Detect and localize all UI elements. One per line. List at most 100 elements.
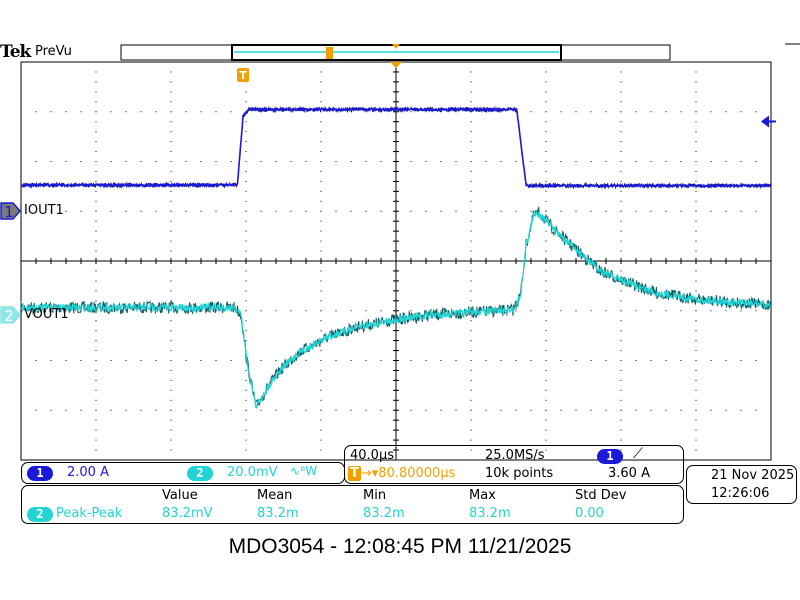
grid-dot bbox=[620, 111, 622, 113]
grid-dot bbox=[470, 320, 472, 322]
grid-dot bbox=[275, 310, 277, 312]
grid-dot bbox=[470, 270, 472, 272]
grid-dot bbox=[515, 111, 517, 113]
grid-dot bbox=[245, 270, 247, 272]
grid-dot bbox=[320, 409, 322, 411]
grid-dot bbox=[260, 409, 262, 411]
grid-dot bbox=[635, 111, 637, 113]
grid-dot bbox=[170, 161, 172, 162]
grid-dot bbox=[695, 350, 697, 352]
grid-dot bbox=[170, 449, 172, 451]
grid-dot bbox=[140, 111, 142, 113]
ch1-waveform bbox=[20, 106, 772, 190]
grid-dot bbox=[695, 161, 697, 162]
grid-dot bbox=[320, 459, 322, 461]
grid-dot bbox=[380, 409, 382, 411]
grid-dot bbox=[275, 111, 277, 113]
grid-dot bbox=[170, 439, 172, 441]
grid-dot bbox=[545, 91, 547, 93]
grid-dot bbox=[770, 161, 772, 162]
grid-dot bbox=[20, 111, 22, 113]
grid-dot bbox=[170, 389, 172, 391]
grid-dot bbox=[320, 81, 322, 83]
grid-dot bbox=[65, 210, 67, 212]
grid-dot bbox=[440, 210, 442, 212]
measurement-box[interactable]: Value Mean Min Max Std Dev 2 Peak-Peak 8… bbox=[21, 485, 684, 524]
grid-dot bbox=[95, 121, 97, 123]
grid-dot bbox=[320, 290, 322, 292]
grid-dot bbox=[545, 280, 547, 282]
grid-dot bbox=[620, 270, 622, 272]
channel-scale-box[interactable]: 1 2.00 A 2 20.0mV ∿ᴮW bbox=[21, 462, 345, 484]
grid-dot bbox=[350, 111, 352, 113]
grid-dot bbox=[770, 111, 772, 113]
grid-dot bbox=[305, 310, 307, 312]
timebase-box[interactable]: 40.0µs 25.0MS/s 1 ⟋ T →▾80.80000µs 10k po… bbox=[344, 445, 684, 484]
ch1-badge[interactable]: 1 bbox=[27, 466, 53, 481]
grid-dot bbox=[320, 389, 322, 391]
grid-dot bbox=[95, 111, 97, 113]
grid-dot bbox=[620, 439, 622, 441]
grid-dot bbox=[650, 360, 652, 361]
grid-dot bbox=[320, 320, 322, 322]
trigger-source-badge[interactable]: 1 bbox=[597, 449, 623, 464]
grid-dot bbox=[695, 170, 697, 172]
grid-dot bbox=[620, 419, 622, 421]
date: 21 Nov 2025 bbox=[711, 468, 795, 483]
grid-dot bbox=[515, 409, 517, 411]
grid-dot bbox=[635, 360, 637, 361]
grid-dot bbox=[185, 161, 187, 162]
grid-dot bbox=[245, 330, 247, 332]
ch2-badge[interactable]: 2 bbox=[187, 466, 213, 481]
grid-dot bbox=[245, 101, 247, 103]
grid-dot bbox=[170, 350, 172, 352]
grid-dot bbox=[470, 360, 472, 361]
grid-dot bbox=[410, 409, 412, 411]
grid-dot bbox=[545, 409, 547, 411]
grid-dot bbox=[245, 399, 247, 401]
grid-dot bbox=[665, 360, 667, 361]
grid-dot bbox=[170, 121, 172, 123]
grid-dot bbox=[620, 250, 622, 252]
grid-dot bbox=[620, 399, 622, 401]
grid-dot bbox=[95, 350, 97, 352]
grid-dot bbox=[620, 151, 622, 153]
grid-dot bbox=[710, 111, 712, 113]
grid-dot bbox=[170, 240, 172, 242]
grid-dot bbox=[410, 310, 412, 312]
grid-dot bbox=[740, 360, 742, 361]
grid-dot bbox=[470, 399, 472, 401]
grid-dot bbox=[545, 190, 547, 192]
grid-dot bbox=[740, 161, 742, 162]
grid-dot bbox=[245, 180, 247, 182]
grid-dot bbox=[290, 111, 292, 113]
grid-dot bbox=[245, 379, 247, 381]
grid-dot bbox=[470, 200, 472, 202]
grid-dot bbox=[155, 360, 157, 361]
grid-dot bbox=[575, 210, 577, 212]
grid-dot bbox=[170, 300, 172, 302]
grid-dot bbox=[560, 210, 562, 212]
grid-dot bbox=[320, 121, 322, 123]
grid-dot bbox=[170, 360, 172, 361]
grid-dot bbox=[170, 250, 172, 252]
grid-dot bbox=[545, 290, 547, 292]
grid-dot bbox=[65, 310, 67, 312]
grid-dot bbox=[320, 61, 322, 63]
grid-dot bbox=[320, 419, 322, 421]
grid-dot bbox=[320, 180, 322, 182]
grid-dot bbox=[620, 131, 622, 133]
grid-dot bbox=[365, 360, 367, 361]
grid-dot bbox=[215, 210, 217, 212]
grid-dot bbox=[695, 180, 697, 182]
grid-dot bbox=[185, 210, 187, 212]
grid-dot bbox=[95, 399, 97, 401]
grid-dot bbox=[80, 111, 82, 113]
trigger-t-label: T bbox=[239, 69, 247, 82]
grid-dot bbox=[695, 210, 697, 212]
grid-dot bbox=[80, 161, 82, 162]
trigger-t-icon: T bbox=[348, 466, 361, 481]
grid-dot bbox=[665, 161, 667, 162]
grid-dot bbox=[620, 389, 622, 391]
